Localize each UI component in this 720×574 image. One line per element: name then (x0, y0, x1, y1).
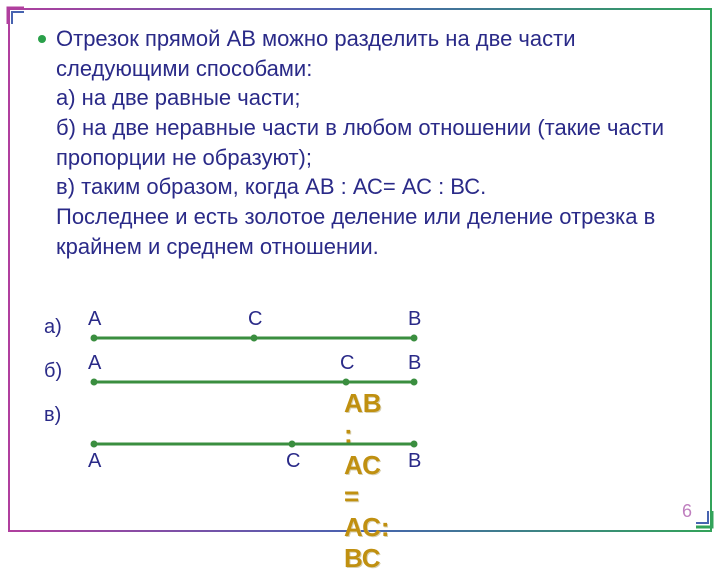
text-p4: в) таким образом, когда АВ : АС= АС : ВС… (56, 172, 696, 202)
label-b-C: С (340, 352, 354, 375)
label-b-A: А (88, 352, 101, 375)
label-v-A: А (88, 450, 101, 473)
bullet-icon (38, 35, 46, 43)
corner-ornament-tl (6, 6, 28, 33)
text-p5: Последнее и есть золотое деление или дел… (56, 202, 696, 261)
label-a-B: В (408, 308, 421, 331)
label-a-C: С (248, 308, 262, 331)
main-text: Отрезок прямой АВ можно разделить на две… (38, 24, 696, 262)
slide-number: 6 (682, 501, 692, 522)
text-p3: б) на две неравные части в любом отношен… (56, 113, 696, 172)
text-p1: Отрезок прямой АВ можно разделить на две… (56, 24, 696, 83)
label-b-B: В (408, 352, 421, 375)
label-a-A: А (88, 308, 101, 331)
segment-v (44, 406, 444, 466)
segment-a (44, 306, 444, 350)
label-v-B: В (408, 450, 421, 473)
text-p2: а) на две равные части; (56, 83, 696, 113)
label-v-C: С (286, 450, 300, 473)
corner-ornament-br (692, 507, 714, 534)
